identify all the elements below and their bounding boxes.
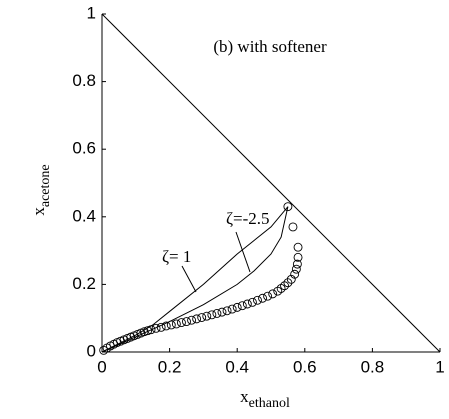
y-tick-label: 0.2 [72,274,96,293]
marker [242,299,252,309]
marker [161,321,171,331]
x-tick-label: 0.6 [293,357,317,376]
marker [283,278,293,288]
curve-label: ζ= 1 [162,247,191,266]
marker [217,307,227,317]
marker [280,281,289,291]
marker [227,304,237,314]
curve [101,206,289,353]
marker [290,269,300,279]
marker [166,320,176,330]
y-label-sub: acetone [38,164,53,207]
boundary-line [101,13,441,353]
x-tick-label: 0.8 [361,357,385,376]
marker [283,202,293,212]
marker [288,222,298,232]
marker [263,291,273,301]
x-tick-label: 1 [435,357,444,376]
marker [247,297,257,307]
x-label-main: x [240,387,249,406]
x-axis-label: xethanol [240,387,290,411]
marker [293,242,303,252]
marker [291,264,301,274]
marker [146,325,156,335]
x-label-sub: ethanol [249,396,290,411]
marker [232,302,242,312]
marker [237,301,247,311]
marker [222,306,232,316]
marker [268,289,278,299]
curve-label: ζ=-2.5 [226,209,270,228]
marker [293,252,303,262]
marker [202,311,212,321]
marker [292,259,302,269]
y-tick-label: 0.4 [72,206,96,225]
marker [212,309,222,318]
curve [101,206,289,353]
marker [139,327,149,337]
marker [253,295,262,305]
marker [273,286,283,296]
x-tick-label: 0 [97,357,106,376]
marker [276,284,286,293]
y-tick-label: 0.8 [72,71,96,90]
marker [182,317,191,327]
y-axis-label: xacetone [29,164,53,215]
marker [156,322,166,332]
marker [143,326,153,336]
leader-line [181,265,197,293]
y-tick-label: 0.6 [72,139,96,158]
x-tick-label: 0.4 [225,357,249,376]
x-tick-label: 0.2 [158,357,182,376]
marker [286,274,296,284]
y-label-main: x [29,207,48,216]
leader-line [235,231,251,273]
marker [258,293,267,303]
y-tick-label: 0 [87,341,96,360]
y-tick-label: 1 [87,3,96,22]
marker [187,315,197,325]
marker [176,318,186,328]
marker [171,319,181,329]
marker [192,314,202,324]
marker [207,310,217,320]
marker [197,313,207,322]
chart-title: (b) with softener [213,37,327,56]
marker [151,323,161,333]
